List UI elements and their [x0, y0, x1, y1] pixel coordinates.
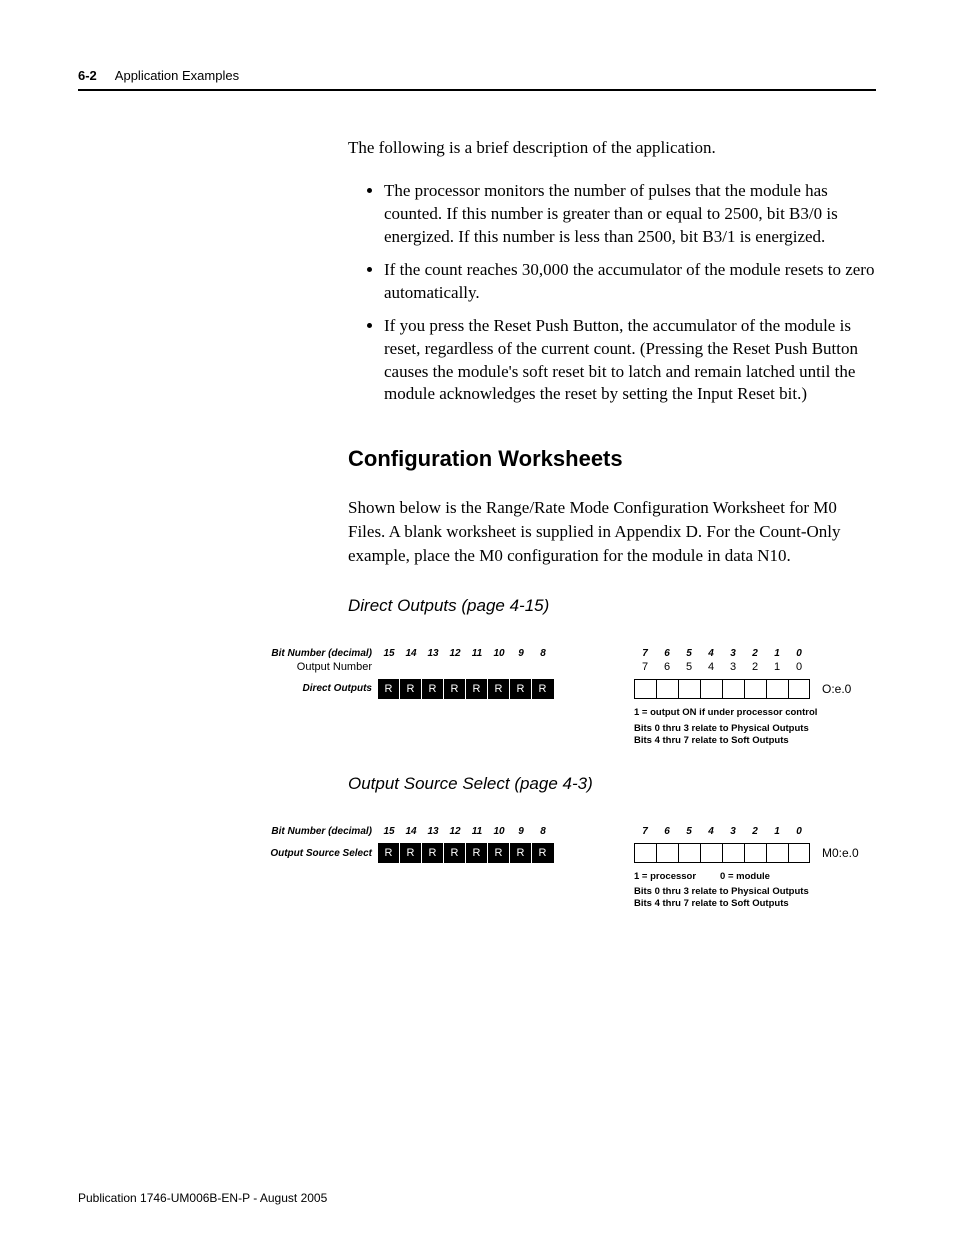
- bit-cell-empty: [766, 843, 788, 863]
- bit-cell: R: [378, 679, 400, 699]
- left-cells: R R R R R R R R: [378, 679, 554, 699]
- bullet-item: The processor monitors the number of pul…: [384, 180, 876, 249]
- diagram-note: Bits 4 thru 7 relate to Soft Outputs: [634, 735, 851, 747]
- right-cells: [634, 679, 810, 699]
- word-reference: O:e.0: [822, 682, 851, 696]
- diagram-note: 1 = output ON if under processor control: [634, 707, 851, 719]
- bit-cell: R: [400, 843, 422, 863]
- bit-cell-empty: [788, 679, 810, 699]
- bit-cell-empty: [700, 843, 722, 863]
- diagram-legend: 1 = processor 0 = module: [634, 871, 859, 882]
- row-label: Output Source Select: [270, 848, 378, 859]
- row-label: Direct Outputs: [270, 683, 378, 694]
- bit-cell: R: [488, 679, 510, 699]
- bullet-list: The processor monitors the number of pul…: [348, 180, 876, 406]
- word-reference: M0:e.0: [822, 846, 859, 860]
- right-bit-numbers: 7 6 5 4 3 2 1 0: [634, 648, 851, 659]
- bit-cell-empty: [656, 679, 678, 699]
- intro-text: The following is a brief description of …: [348, 137, 876, 160]
- bit-cell-empty: [634, 843, 656, 863]
- bit-cell-empty: [788, 843, 810, 863]
- subhead-direct-outputs: Direct Outputs (page 4-15): [348, 596, 876, 616]
- page-number: 6-2: [78, 68, 97, 83]
- bit-cell: R: [510, 843, 532, 863]
- bit-cell: R: [444, 843, 466, 863]
- bit-cell: R: [466, 679, 488, 699]
- publication-footer: Publication 1746-UM006B-EN-P - August 20…: [78, 1191, 327, 1205]
- header-title: Application Examples: [115, 68, 239, 83]
- bit-cell: R: [400, 679, 422, 699]
- page-header: 6-2 Application Examples: [78, 68, 876, 83]
- bit-number-label: Bit Number (decimal): [270, 826, 378, 837]
- bit-cell-empty: [744, 679, 766, 699]
- diagram-output-source-select: Bit Number (decimal) 15 14 13 12 11 10 9…: [270, 826, 876, 910]
- bit-cell: R: [532, 843, 554, 863]
- diagram-note: Bits 0 thru 3 relate to Physical Outputs: [634, 723, 851, 735]
- bit-cell: R: [422, 843, 444, 863]
- left-cells: R R R R R R R R: [378, 843, 554, 863]
- diagram-note: Bits 0 thru 3 relate to Physical Outputs: [634, 886, 859, 898]
- bit-cell-empty: [722, 843, 744, 863]
- diagram-direct-outputs: Bit Number (decimal) 15 14 13 12 11 10 9…: [270, 648, 876, 747]
- bit-cell: R: [444, 679, 466, 699]
- bit-cell-empty: [722, 679, 744, 699]
- bit-cell: R: [378, 843, 400, 863]
- bullet-item: If you press the Reset Push Button, the …: [384, 315, 876, 407]
- bit-cell-empty: [678, 679, 700, 699]
- bit-cell-empty: [634, 679, 656, 699]
- left-bit-numbers: 15 14 13 12 11 10 9 8: [378, 648, 554, 659]
- bit-cell: R: [422, 679, 444, 699]
- bullet-item: If the count reaches 30,000 the accumula…: [384, 259, 876, 305]
- bit-cell: R: [532, 679, 554, 699]
- subhead-output-source-select: Output Source Select (page 4-3): [348, 774, 876, 794]
- diagram-note: Bits 4 thru 7 relate to Soft Outputs: [634, 898, 859, 910]
- left-bit-numbers: 15 14 13 12 11 10 9 8: [378, 826, 554, 837]
- bit-cell: R: [488, 843, 510, 863]
- section-title: Configuration Worksheets: [348, 446, 876, 472]
- bit-cell-empty: [700, 679, 722, 699]
- bit-cell-empty: [678, 843, 700, 863]
- header-rule: [78, 89, 876, 91]
- bit-cell: R: [510, 679, 532, 699]
- bit-cell: R: [466, 843, 488, 863]
- bit-cell-empty: [744, 843, 766, 863]
- bit-number-label: Bit Number (decimal): [270, 648, 378, 659]
- right-output-numbers: 7 6 5 4 3 2 1 0: [634, 661, 851, 673]
- bit-cell-empty: [656, 843, 678, 863]
- right-bit-numbers: 7 6 5 4 3 2 1 0: [634, 826, 859, 837]
- right-cells: [634, 843, 810, 863]
- section-body: Shown below is the Range/Rate Mode Confi…: [348, 496, 876, 567]
- output-number-label: Output Number: [270, 661, 378, 673]
- bit-cell-empty: [766, 679, 788, 699]
